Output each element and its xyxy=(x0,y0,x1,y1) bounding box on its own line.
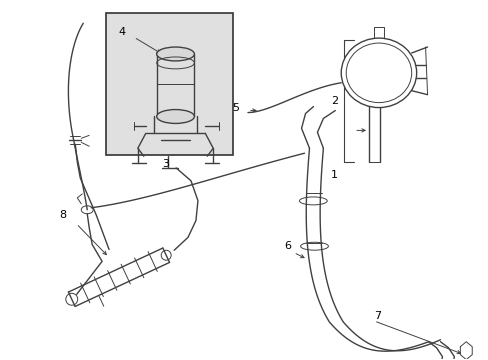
Text: 5: 5 xyxy=(232,103,239,113)
Ellipse shape xyxy=(341,38,416,108)
Text: 3: 3 xyxy=(162,159,169,169)
Text: 6: 6 xyxy=(284,242,291,251)
Ellipse shape xyxy=(156,109,194,123)
Ellipse shape xyxy=(156,47,194,61)
Bar xyxy=(106,13,233,155)
Text: 2: 2 xyxy=(330,96,337,105)
Text: 8: 8 xyxy=(60,210,66,220)
Text: 1: 1 xyxy=(330,170,337,180)
Text: 7: 7 xyxy=(373,311,380,321)
Text: 4: 4 xyxy=(118,27,125,37)
